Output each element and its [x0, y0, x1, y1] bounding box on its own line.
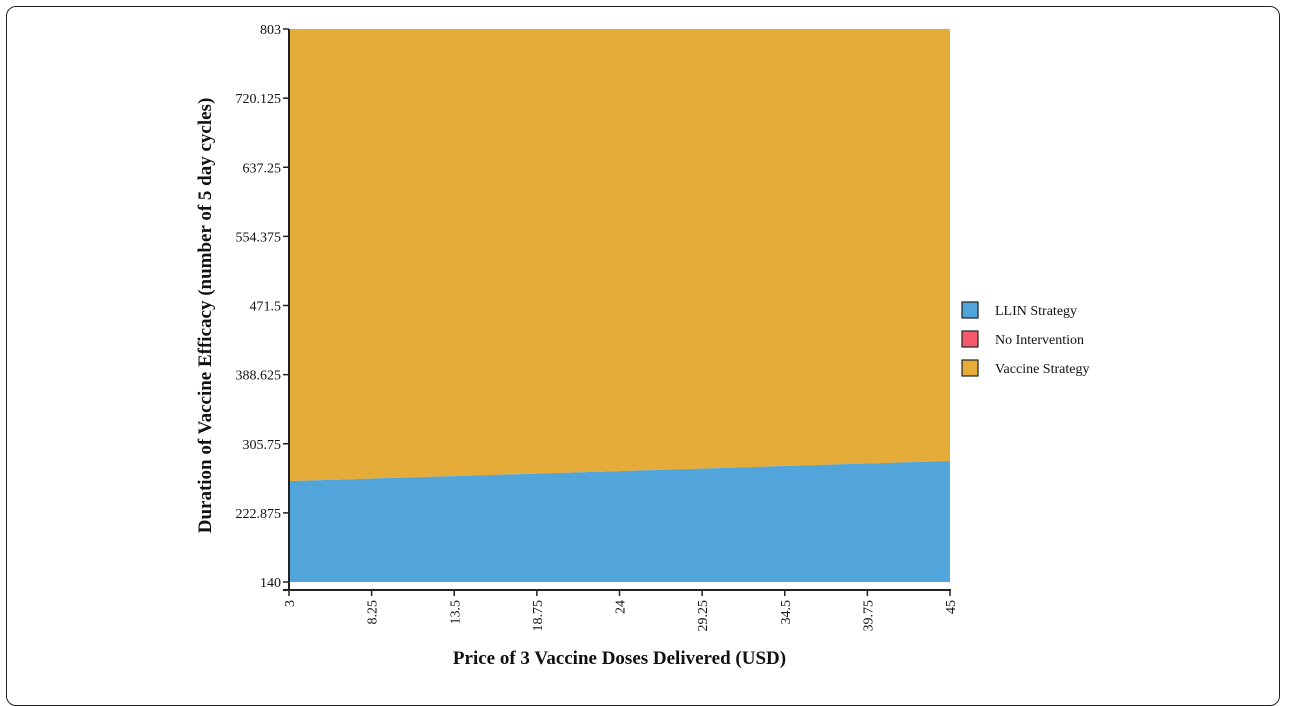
x-tick-label: 8.25	[366, 600, 381, 625]
llin-strategy-region	[289, 461, 950, 582]
legend: LLIN Strategy No Intervention Vaccine Stra…	[961, 301, 1089, 377]
x-tick-label: 18.75	[531, 600, 546, 632]
x-tick-label: 24	[614, 600, 629, 614]
y-tick-label: 803	[260, 23, 281, 38]
x-tick-label: 13.5	[448, 600, 463, 625]
legend-label: No Intervention	[995, 333, 1084, 348]
y-tick-label: 554.375	[236, 230, 282, 245]
x-tick-label: 3	[283, 600, 298, 607]
y-tick-label: 305.75	[243, 438, 282, 453]
y-tick-label: 140	[260, 576, 281, 591]
x-tick-label: 34.5	[779, 600, 794, 625]
legend-label: LLIN Strategy	[995, 304, 1077, 319]
axes: 140 222.875 305.75 388.625 471.5 554.375 637.2…	[236, 23, 960, 632]
chart: 140 222.875 305.75 388.625 471.5 554.375 637.2…	[195, 23, 1089, 668]
x-tick-label: 39.75	[861, 600, 876, 632]
y-tick-label: 720.125	[236, 92, 282, 107]
x-tick-label: 45	[944, 600, 959, 614]
x-tick-label: 29.25	[696, 600, 711, 632]
x-axis-title: Price of 3 Vaccine Doses Delivered (USD)	[453, 648, 786, 668]
y-tick-label: 637.25	[243, 161, 282, 176]
plot-area	[289, 29, 950, 582]
vaccine-strategy-region	[289, 29, 950, 482]
legend-swatch	[961, 330, 979, 348]
y-tick-label: 471.5	[250, 300, 282, 315]
legend-swatch	[961, 301, 979, 319]
legend-swatch	[961, 359, 979, 377]
y-axis-title: Duration of Vaccine Efficacy (number of …	[195, 98, 216, 534]
legend-label: Vaccine Strategy	[995, 362, 1089, 377]
y-tick-label: 388.625	[236, 369, 282, 384]
y-tick-label: 222.875	[236, 507, 282, 522]
